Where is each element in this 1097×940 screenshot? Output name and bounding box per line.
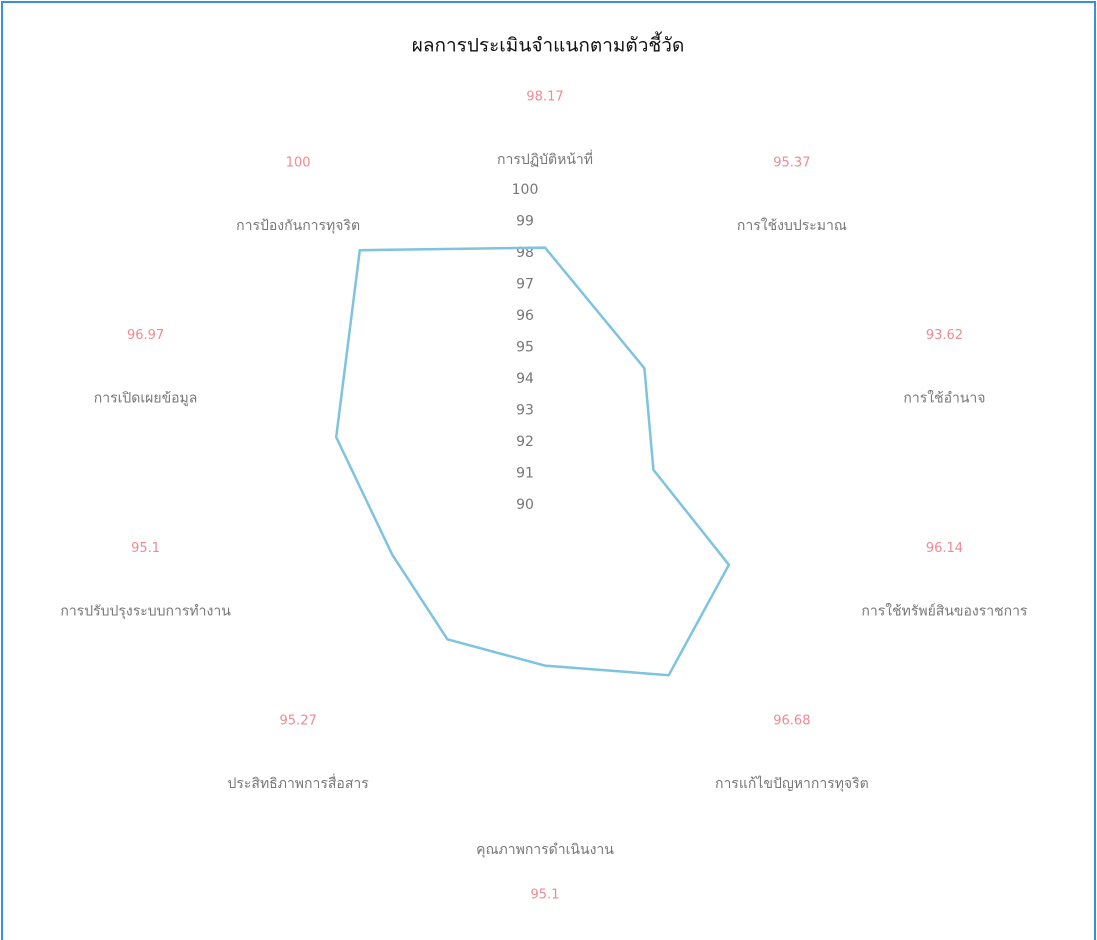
value-label: 96.97 (127, 328, 164, 343)
category-label: การป้องกันการทุจริต (236, 218, 360, 234)
category-label: คุณภาพการดำเนินงาน (476, 842, 614, 858)
value-label: 95.37 (773, 155, 810, 170)
radar-line (334, 246, 731, 677)
value-label: 95.1 (531, 888, 560, 903)
r-tick-label: 96 (516, 308, 534, 324)
value-label: 96.14 (926, 541, 963, 556)
r-tick-label: 90 (516, 497, 534, 513)
r-tick-label: 95 (516, 340, 534, 356)
chart-title: ผลการประเมินจำแนกตามตัวชี้วัด (412, 32, 685, 57)
value-label: 98.17 (526, 90, 563, 105)
category-label: การปรับปรุงระบบการทำงาน (60, 604, 231, 620)
r-tick-label: 93 (516, 403, 534, 419)
value-label: 95.1 (131, 541, 160, 556)
r-tick-label: 100 (512, 182, 539, 198)
value-label: 93.62 (926, 328, 963, 343)
r-tick-label: 91 (516, 466, 534, 482)
category-label: การใช้อำนาจ (903, 389, 985, 406)
category-label: การเปิดเผยข้อมูล (94, 390, 198, 406)
category-label: การใช้ทรัพย์สินของราชการ (861, 603, 1028, 620)
category-label: การปฏิบัติหน้าที่ (497, 150, 593, 168)
category-label: การแก้ไขปัญหาการทุจริต (715, 775, 869, 792)
r-tick-label: 99 (516, 214, 534, 230)
category-label: ประสิทธิภาพการสื่อสาร (227, 774, 369, 792)
r-tick-label: 97 (516, 277, 534, 293)
value-label: 95.27 (280, 714, 317, 729)
value-label: 100 (286, 155, 311, 170)
category-label: การใช้งบประมาณ (737, 217, 847, 234)
r-tick-label: 92 (516, 434, 534, 450)
value-label: 96.68 (773, 714, 810, 729)
r-tick-label: 94 (516, 371, 534, 387)
